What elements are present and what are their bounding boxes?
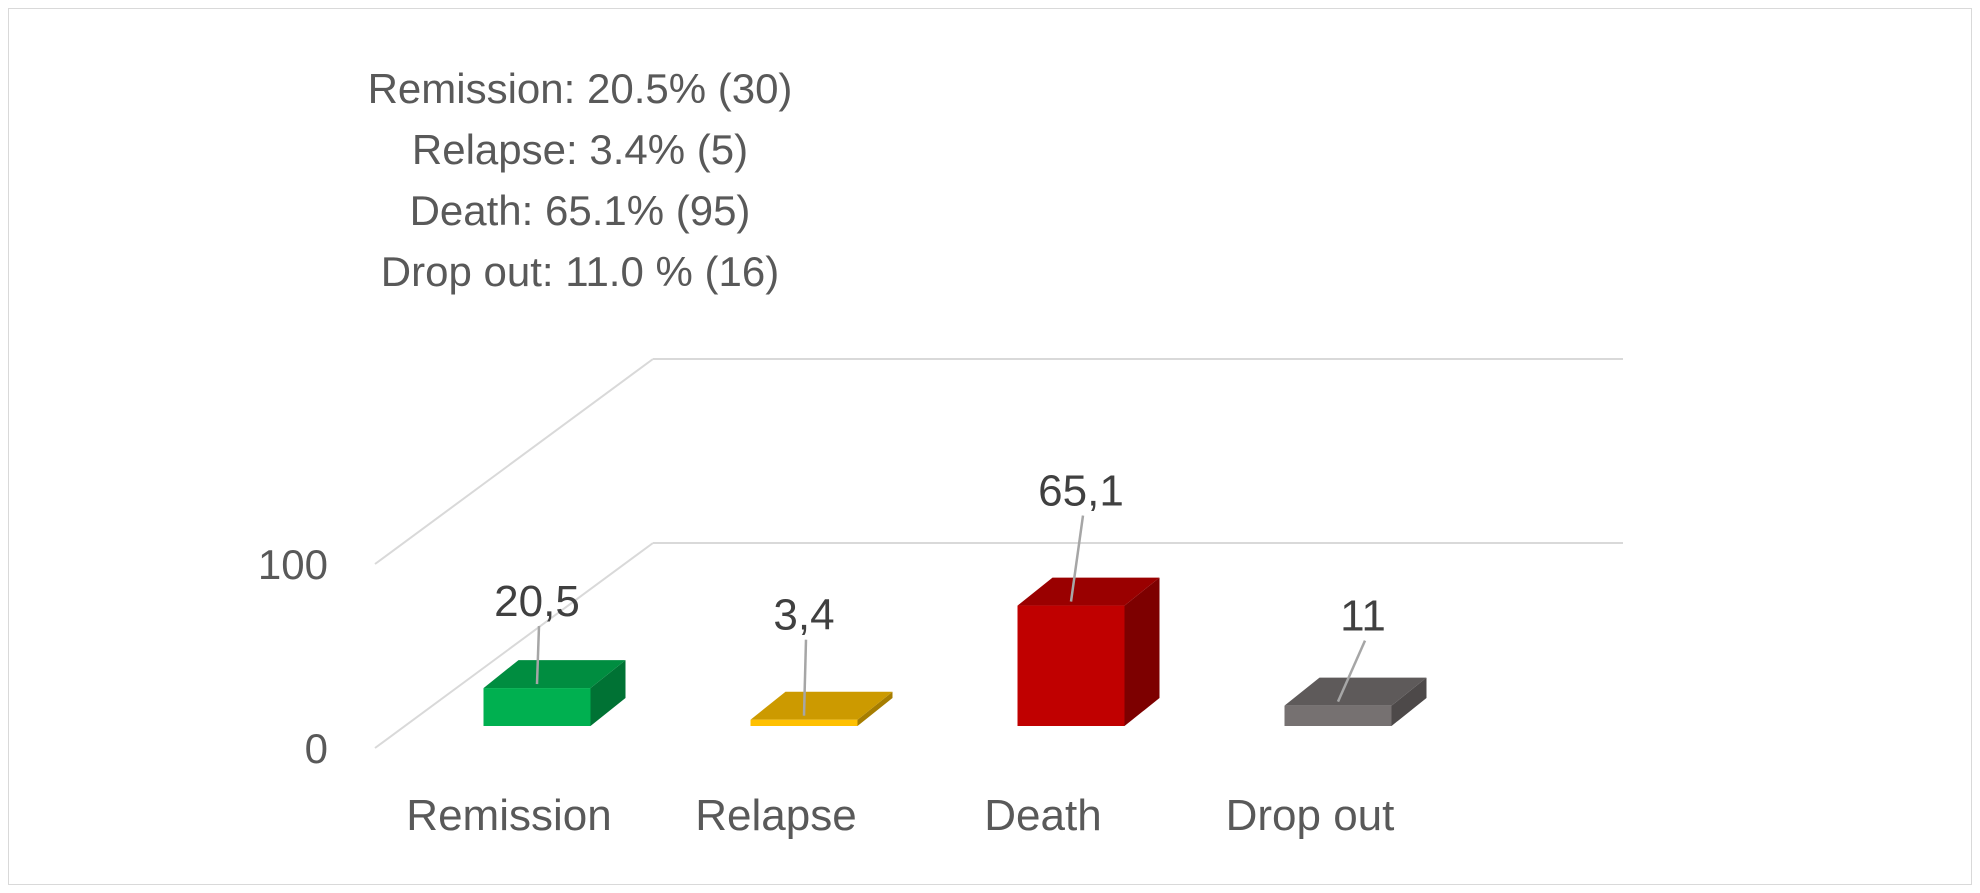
bar-front-1	[750, 719, 858, 726]
summary-line-drop-out: Drop out: 11.0 % (16)	[380, 248, 780, 295]
x-tick-label-remission: Remission	[406, 791, 611, 840]
summary-line-death: Death: 65.1% (95)	[409, 187, 751, 234]
x-tick-label-death: Death	[984, 791, 1101, 840]
x-tick-label-drop-out: Drop out	[1226, 791, 1395, 840]
bar-front-3	[1284, 705, 1392, 726]
data-label-death: 65,1	[1038, 467, 1124, 516]
leader-line	[535, 626, 541, 685]
summary-line-relapse: Relapse: 3.4% (5)	[411, 126, 749, 173]
bar-front-0	[483, 688, 591, 726]
bar-top-0	[483, 660, 626, 689]
bar-top-3	[1284, 677, 1427, 706]
bar-top-1	[750, 691, 893, 720]
bar-side-3	[1391, 677, 1427, 726]
bar-side-1	[857, 691, 893, 726]
gridline-diagonal	[374, 542, 654, 749]
data-label-drop-out: 11	[1340, 592, 1386, 641]
leader-line	[1336, 640, 1367, 703]
data-label-remission: 20,5	[494, 577, 580, 626]
y-tick-label: 100	[258, 541, 328, 588]
y-tick-label: 0	[305, 725, 328, 772]
bar-front-2	[1017, 605, 1125, 726]
x-tick-label-relapse: Relapse	[695, 791, 856, 840]
data-label-relapse: 3,4	[773, 591, 834, 640]
leader-line	[1069, 515, 1085, 602]
chart-frame	[8, 8, 1972, 885]
bar-side-0	[590, 660, 626, 726]
summary-line-remission: Remission: 20.5% (30)	[367, 65, 793, 112]
leader-line	[802, 639, 808, 716]
bar-side-2	[1124, 577, 1160, 726]
bar-top-2	[1017, 577, 1160, 606]
gridline-diagonal	[374, 358, 654, 565]
